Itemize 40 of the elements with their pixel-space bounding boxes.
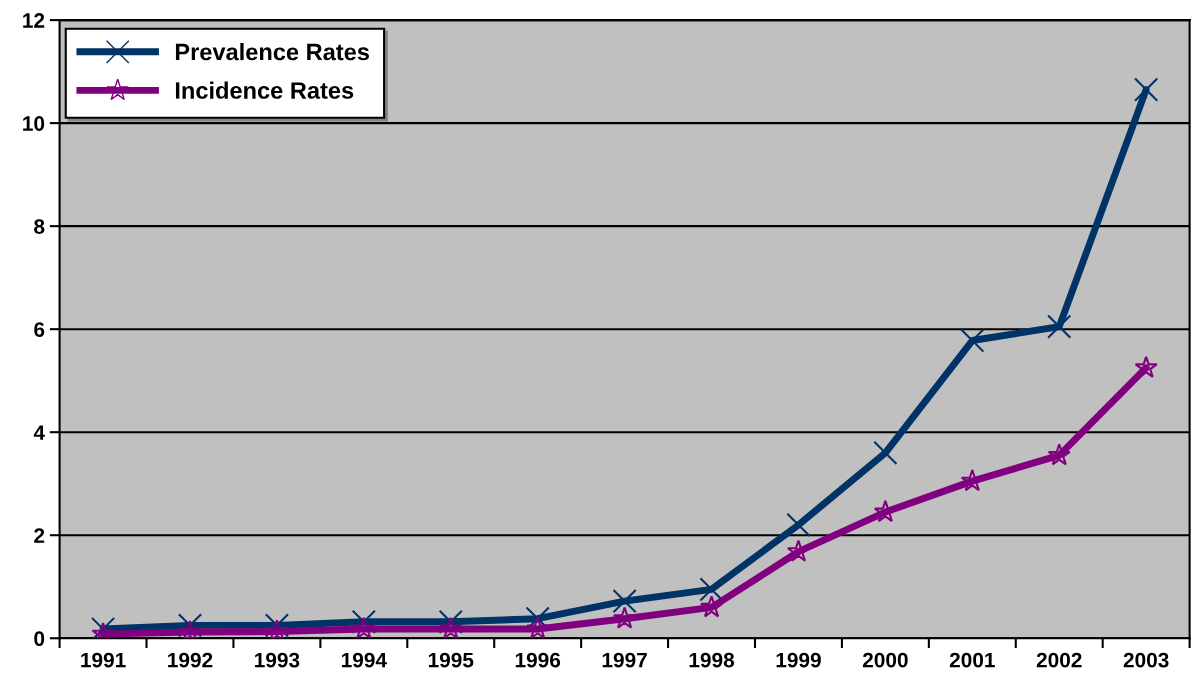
point	[699, 595, 724, 618]
x-tick-label: 2000	[862, 652, 908, 668]
x-tick-label: 2001	[949, 652, 995, 668]
point	[1047, 443, 1071, 466]
x-tick-label: 1997	[602, 652, 647, 668]
x-tick-label: 1996	[515, 652, 561, 668]
y-tick-label: 8	[34, 219, 45, 234]
point	[1134, 77, 1159, 102]
y-tick-label: 2	[34, 528, 45, 543]
point	[699, 577, 724, 602]
point	[90, 616, 116, 639]
y-tick-label: 0	[34, 631, 45, 647]
point	[960, 328, 985, 353]
x-tick-label: 1993	[255, 652, 300, 668]
point	[439, 616, 463, 639]
y-tick-label: 10	[23, 116, 45, 131]
point	[786, 512, 811, 538]
y-tick-label: 12	[23, 13, 45, 28]
x-tick-label: 1994	[341, 652, 387, 668]
y-tick-label: 6	[34, 322, 45, 337]
x-tick-label: 1991	[81, 652, 126, 668]
point	[873, 440, 898, 465]
point	[526, 616, 550, 639]
x-tick-label: 1992	[168, 652, 213, 668]
point	[352, 616, 376, 639]
point	[177, 613, 203, 638]
x-tick-label: 1999	[776, 652, 821, 668]
point	[351, 609, 376, 634]
legend-label: Incidence Rates	[175, 81, 354, 99]
x-tick-label: 1995	[428, 652, 474, 668]
point	[265, 619, 289, 639]
point	[1047, 314, 1072, 339]
legend-label: Prevalence Rates	[175, 42, 369, 61]
x-tick-label: 1998	[689, 652, 735, 668]
point	[613, 606, 637, 629]
x-tick-label: 2002	[1036, 652, 1082, 668]
y-tick-label: 4	[33, 425, 45, 440]
point	[1134, 355, 1158, 378]
x-tick-label: 2003	[1123, 652, 1169, 668]
point	[612, 589, 637, 614]
